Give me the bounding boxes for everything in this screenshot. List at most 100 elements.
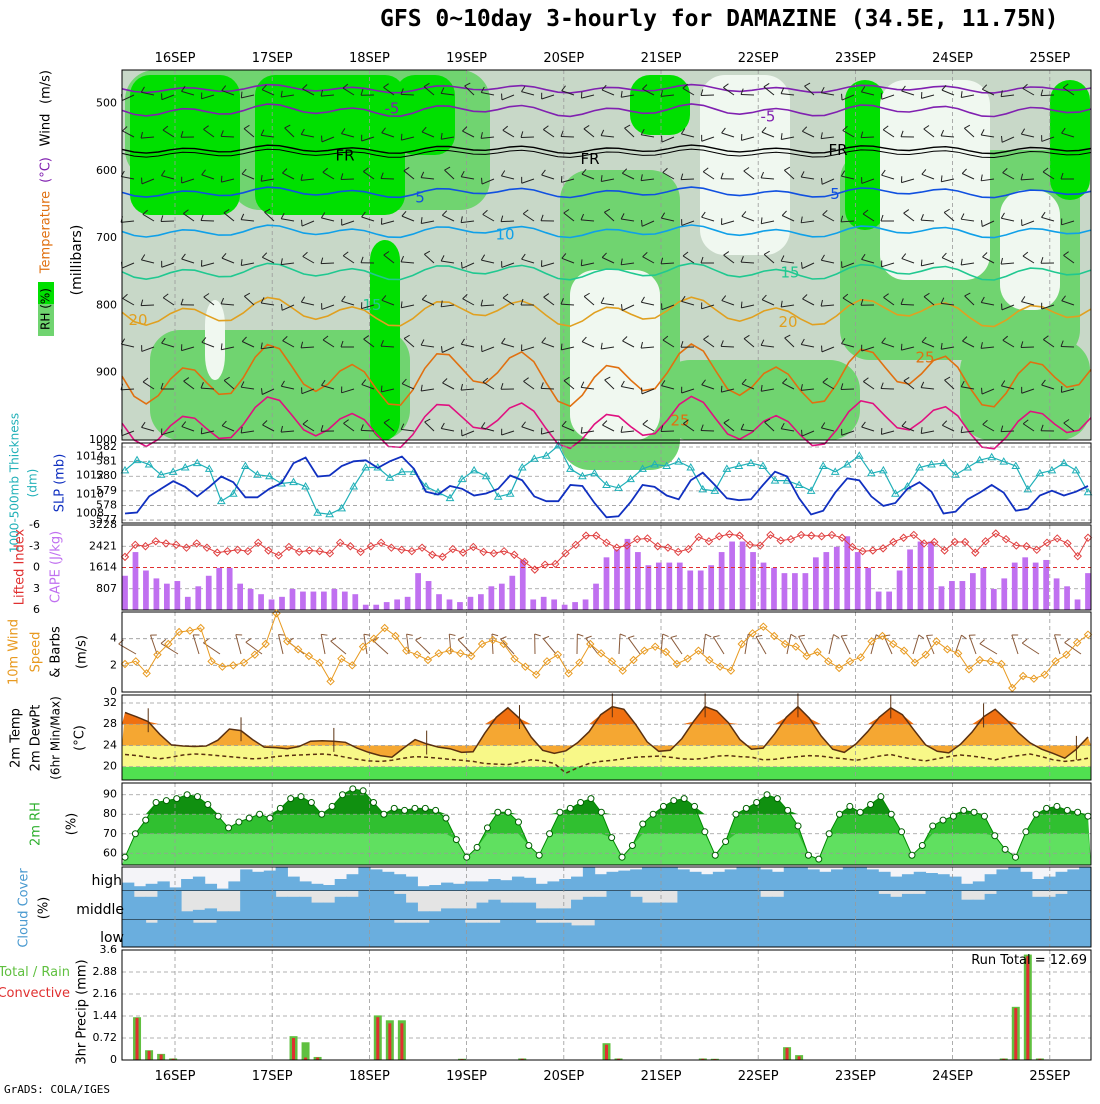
rh-point-14 bbox=[267, 815, 273, 821]
precip-convective-bar-8 bbox=[388, 1023, 391, 1060]
wind-barb-staff bbox=[913, 635, 919, 654]
cloud-middle-bar-20 bbox=[358, 891, 370, 920]
cloud-low-bar-38 bbox=[571, 925, 583, 947]
cloud-middle-bar-80 bbox=[1067, 891, 1079, 920]
wind-barb-flag bbox=[662, 136, 663, 142]
cape-bar-14 bbox=[269, 599, 275, 610]
cloud-low-bar-8 bbox=[217, 920, 229, 947]
cape-bar-90 bbox=[1064, 586, 1070, 610]
cloud-middle-bar-26 bbox=[429, 911, 441, 920]
cape-bar-77 bbox=[928, 542, 934, 610]
rh-point-78 bbox=[930, 823, 936, 829]
rh-very-moist-region bbox=[130, 75, 240, 215]
precip-convective-bar-4 bbox=[292, 1038, 295, 1060]
day-label-bottom-21SEP: 21SEP bbox=[641, 1069, 682, 1084]
wind-barb-staff bbox=[541, 388, 554, 389]
cloud-low-bar-54 bbox=[760, 920, 772, 947]
cloud-middle-bar-9 bbox=[228, 911, 240, 920]
cape-bar-86 bbox=[1022, 557, 1028, 610]
cloud-middle-bar-65 bbox=[890, 897, 902, 920]
cape-bar-40 bbox=[541, 597, 547, 610]
rh-point-48 bbox=[619, 854, 625, 860]
cape-bar-61 bbox=[761, 563, 767, 610]
wind-barb-staff bbox=[955, 635, 962, 654]
cape-bar-85 bbox=[1012, 563, 1018, 610]
wind-barb-flag bbox=[581, 259, 582, 265]
legend-convective: Convective bbox=[0, 986, 70, 1001]
cloud-high-bar-42 bbox=[618, 871, 630, 891]
rh-point-72 bbox=[868, 801, 874, 807]
surface-wind-barb bbox=[980, 640, 997, 654]
cape-bar-18 bbox=[311, 592, 317, 610]
rh-dry-region bbox=[880, 80, 990, 280]
rh-point-82 bbox=[971, 809, 977, 815]
contour-label: FR bbox=[828, 141, 847, 159]
rh-point-9 bbox=[215, 813, 221, 819]
wind-unit-label: (m/s) bbox=[39, 70, 54, 104]
cloud-middle-bar-77 bbox=[1032, 897, 1044, 920]
cape-bar-91 bbox=[1075, 599, 1081, 610]
cloud-high-bar-64 bbox=[878, 872, 890, 891]
cloud-high-bar-79 bbox=[1056, 872, 1068, 891]
day-label-bottom-17SEP: 17SEP bbox=[252, 1069, 293, 1084]
cape-bar-11 bbox=[237, 584, 243, 610]
rh-point-36 bbox=[495, 809, 501, 815]
wind-barb-flag bbox=[492, 634, 498, 636]
rh-point-56 bbox=[702, 829, 708, 835]
cloud-middle-bar-11 bbox=[252, 891, 264, 920]
cloud-high-bar-28 bbox=[453, 884, 465, 891]
cloud-middle-bar-21 bbox=[370, 891, 382, 920]
rh-point-84 bbox=[992, 833, 998, 839]
cloud-middle-bar-25 bbox=[417, 911, 429, 920]
cloud-high-bar-46 bbox=[666, 867, 678, 891]
cape-bar-23 bbox=[363, 605, 369, 610]
cloud-low-bar-41 bbox=[607, 920, 619, 947]
cloud-low-bar-64 bbox=[878, 920, 890, 947]
cape-bar-84 bbox=[1001, 578, 1007, 610]
wind-barb-flag bbox=[241, 92, 242, 98]
cape-bar-82 bbox=[980, 568, 986, 610]
cape-bar-35 bbox=[488, 586, 494, 610]
slp-tick-1012: 1012 bbox=[76, 469, 104, 482]
surface-wind-barb bbox=[119, 640, 136, 654]
cloud-low-bar-47 bbox=[677, 920, 689, 947]
wind-barb-flag bbox=[1022, 639, 1027, 643]
cloud-low-bar-9 bbox=[228, 920, 240, 947]
rh-point-74 bbox=[888, 811, 894, 817]
cloud-high-bar-18 bbox=[335, 879, 347, 891]
cape-bar-45 bbox=[593, 584, 599, 610]
rh-point-34 bbox=[474, 844, 480, 850]
cloud-low-bar-63 bbox=[866, 920, 878, 947]
pressure-tick-600: 600 bbox=[96, 164, 117, 177]
cloud-high-bar-66 bbox=[902, 874, 914, 891]
cloud-low-bar-76 bbox=[1020, 920, 1032, 947]
wind-barb-flag bbox=[577, 634, 583, 636]
cloud-low-bar-73 bbox=[985, 920, 997, 947]
wind-barb-flag bbox=[982, 388, 983, 394]
cloud-middle-bar-63 bbox=[866, 891, 878, 920]
cloud-middle-bar-46 bbox=[666, 903, 678, 920]
rh-point-87 bbox=[1023, 829, 1029, 835]
cape-bar-33 bbox=[468, 597, 474, 610]
wind-barb-flag bbox=[741, 302, 742, 308]
cape-bar-6 bbox=[185, 597, 191, 610]
wind-barb-flag bbox=[919, 635, 924, 639]
cloud-low-bar-67 bbox=[914, 920, 926, 947]
cloud-high-bar-52 bbox=[736, 867, 748, 891]
rh-point-29 bbox=[422, 805, 428, 811]
wind-barb-flag bbox=[671, 636, 677, 638]
contour-label: -5 bbox=[761, 108, 776, 126]
cape-tick-807: 807 bbox=[96, 582, 117, 595]
surface-wind-barb bbox=[501, 637, 514, 654]
rh-area-low bbox=[122, 834, 1091, 865]
lifted-index-tick-6: 6 bbox=[33, 603, 40, 616]
cloud-low-bar-3 bbox=[157, 920, 169, 947]
cloud-middle-bar-33 bbox=[512, 903, 524, 920]
cape-bar-60 bbox=[750, 552, 756, 610]
wind-barb-flag bbox=[713, 636, 719, 637]
rh-point-69 bbox=[836, 811, 842, 817]
cape-bar-20 bbox=[331, 589, 337, 610]
precip-convective-bar-2 bbox=[160, 1055, 163, 1061]
slp-axis-label: SLP (mb) bbox=[53, 454, 68, 513]
wind-barb-flag bbox=[543, 636, 549, 638]
